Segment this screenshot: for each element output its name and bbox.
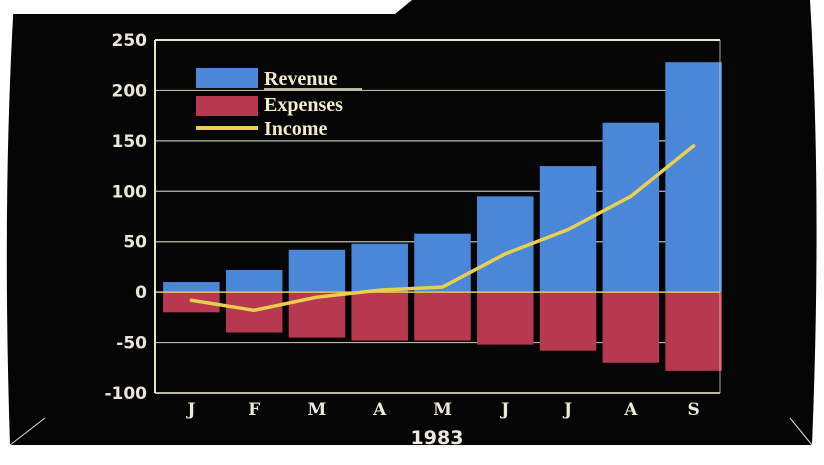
line-income	[189, 144, 696, 313]
bar-expenses-4	[414, 292, 471, 341]
legend-label-expenses: Expenses	[264, 94, 343, 116]
bezel-line-right	[789, 417, 813, 446]
y-tick-label--100: -100	[104, 384, 147, 404]
y-tick-label-100: 100	[112, 182, 148, 202]
bar-revenue-3	[351, 243, 408, 293]
x-tick-label-1: F	[248, 400, 260, 420]
bezel-line-left	[9, 417, 46, 446]
x-tick-label-7: A	[623, 400, 638, 420]
y-tick-label--50: -50	[116, 334, 147, 354]
legend: Revenue Expenses Income	[196, 68, 362, 140]
bars-layer	[155, 62, 722, 371]
x-tick-label-0: J	[185, 400, 195, 420]
bar-revenue-1	[225, 269, 283, 293]
bar-expenses-3	[351, 292, 408, 341]
bar-revenue-2	[288, 249, 346, 293]
bar-expenses-8	[665, 292, 722, 371]
y-tick-label-50: 50	[123, 233, 147, 253]
y-tick-label-200: 200	[112, 81, 148, 101]
x-tick-label-2: M	[308, 400, 327, 420]
legend-swatch-revenue	[196, 68, 258, 88]
bar-revenue-4	[414, 233, 471, 293]
x-tick-label-3: A	[372, 400, 387, 420]
bar-revenue-5	[477, 196, 534, 293]
x-tick-label-4: M	[433, 400, 452, 420]
axes-layer	[154, 39, 721, 394]
bar-expenses-5	[477, 292, 534, 345]
bar-expenses-6	[539, 292, 597, 351]
y-tick-label-250: 250	[112, 31, 148, 51]
bar-revenue-0	[163, 282, 220, 293]
x-tick-label-5: J	[499, 400, 509, 420]
x-tick-label-8: S	[687, 400, 699, 420]
y-tick-label-0: 0	[135, 283, 147, 303]
paper-corner	[0, 0, 412, 14]
bar-expenses-0	[163, 292, 220, 313]
legend-swatch-expenses	[196, 96, 258, 116]
x-tick-label-6: J	[562, 400, 572, 420]
bar-revenue-8	[665, 62, 722, 293]
x-axis-label: 1983	[411, 427, 464, 449]
y-tick-label-150: 150	[112, 132, 148, 152]
income-line-layer	[189, 144, 696, 313]
bar-expenses-1	[225, 292, 283, 333]
legend-label-revenue: Revenue	[264, 68, 337, 90]
legend-label-income: Income	[264, 118, 327, 140]
bar-expenses-7	[602, 292, 660, 363]
y-tick-labels: 250 200 150 100 50 0 -50 -100	[104, 31, 147, 404]
